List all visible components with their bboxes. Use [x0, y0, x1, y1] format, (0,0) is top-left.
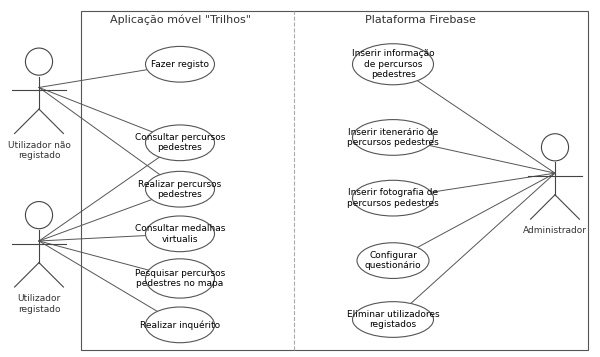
Ellipse shape: [146, 125, 215, 161]
Text: Inserir informação
de percursos
pedestres: Inserir informação de percursos pedestre…: [352, 49, 434, 79]
Text: Utilizador não
registado: Utilizador não registado: [8, 141, 70, 160]
Ellipse shape: [25, 48, 53, 75]
Text: Pesquisar percursos
pedestres no mapa: Pesquisar percursos pedestres no mapa: [135, 269, 225, 288]
Ellipse shape: [146, 171, 215, 207]
Ellipse shape: [146, 307, 215, 343]
Text: Administrador: Administrador: [523, 226, 587, 235]
Text: Realizar inquérito: Realizar inquérito: [140, 320, 220, 330]
Text: Plataforma Firebase: Plataforma Firebase: [365, 15, 475, 25]
Ellipse shape: [541, 134, 569, 161]
Ellipse shape: [353, 44, 433, 85]
Ellipse shape: [25, 202, 53, 229]
Ellipse shape: [146, 46, 215, 82]
Text: Inserir fotografia de
percursos pedestres: Inserir fotografia de percursos pedestre…: [347, 188, 439, 208]
Ellipse shape: [353, 120, 433, 155]
Text: Aplicação móvel "Trilhos": Aplicação móvel "Trilhos": [110, 14, 251, 25]
Text: Realizar percursos
pedestres: Realizar percursos pedestres: [139, 180, 221, 199]
Text: Configurar
questionário: Configurar questionário: [365, 251, 421, 270]
Text: Inserir itenerário de
percursos pedestres: Inserir itenerário de percursos pedestre…: [347, 128, 439, 147]
Text: Fazer registo: Fazer registo: [151, 60, 209, 69]
Text: Consultar medalhas
virtualis: Consultar medalhas virtualis: [135, 224, 225, 243]
Ellipse shape: [353, 302, 433, 337]
Text: Utilizador
registado: Utilizador registado: [17, 294, 61, 313]
Ellipse shape: [146, 216, 215, 252]
Text: Eliminar utilizadores
registados: Eliminar utilizadores registados: [347, 310, 439, 329]
Text: Consultar percursos
pedestres: Consultar percursos pedestres: [135, 133, 225, 152]
Ellipse shape: [353, 180, 433, 216]
Ellipse shape: [357, 243, 429, 278]
Ellipse shape: [146, 259, 215, 298]
Bar: [81, 11, 588, 350]
